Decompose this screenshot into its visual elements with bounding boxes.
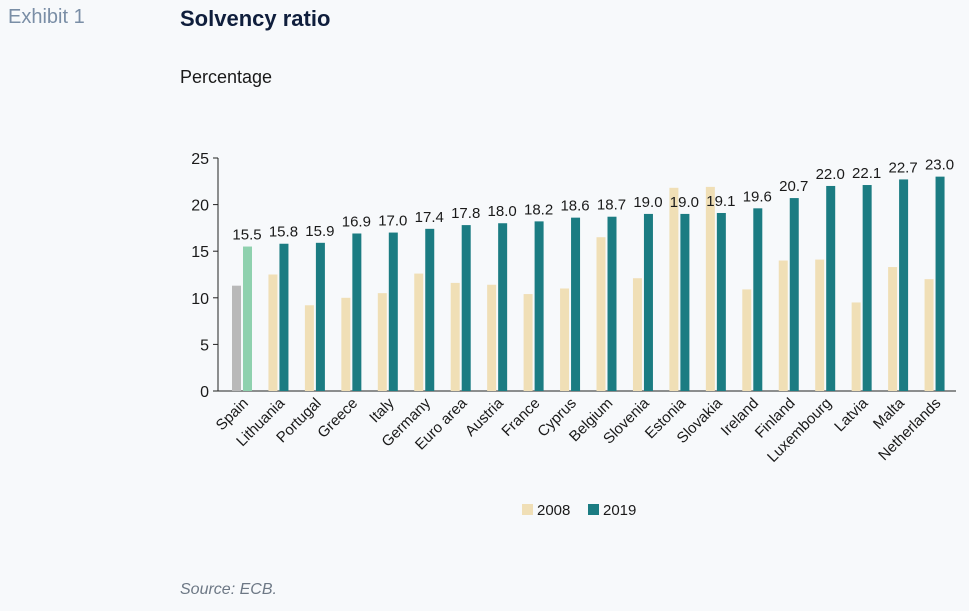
bar-2019 xyxy=(461,225,471,391)
bar-2019 xyxy=(753,208,763,391)
chart-title: Solvency ratio xyxy=(180,6,331,31)
bar-2008 xyxy=(669,187,679,391)
bar-2019 xyxy=(571,217,581,391)
legend-swatch-2019 xyxy=(588,504,599,515)
data-label-2019: 17.4 xyxy=(415,209,444,226)
bar-2019 xyxy=(826,185,836,391)
bar-2008 xyxy=(924,279,934,391)
data-label-2019: 15.8 xyxy=(269,224,298,241)
y-tick-label: 10 xyxy=(191,291,209,308)
data-label-2019: 17.0 xyxy=(378,213,407,230)
data-label-2019: 22.7 xyxy=(888,159,917,176)
data-label-2019: 15.5 xyxy=(232,227,261,244)
bar-2019 xyxy=(315,242,325,391)
bar-2019 xyxy=(279,243,289,391)
x-tick-label: Austria xyxy=(462,394,507,439)
bar-2019 xyxy=(935,176,945,391)
bar-2008 xyxy=(450,282,460,391)
source-note: Source: ECB. xyxy=(180,581,277,598)
bar-2019 xyxy=(498,223,508,391)
bar-2008 xyxy=(632,278,642,391)
data-label-2019: 18.0 xyxy=(488,203,517,220)
legend-label-2019: 2019 xyxy=(603,502,636,519)
bar-2019 xyxy=(789,198,799,391)
data-label-2019: 23.0 xyxy=(925,157,954,174)
bar-2008 xyxy=(851,302,861,391)
bar-2019 xyxy=(425,228,435,391)
bar-2008 xyxy=(742,289,752,391)
data-label-2019: 19.0 xyxy=(670,194,699,211)
data-label-2019: 17.8 xyxy=(451,205,480,222)
bar-2019 xyxy=(680,213,690,391)
bar-2008 xyxy=(778,260,788,391)
x-tick-label: Italy xyxy=(366,394,398,426)
bar-2008 xyxy=(377,293,387,391)
bar-2008 xyxy=(414,273,424,391)
bar-2019 xyxy=(243,246,252,391)
bar-2008 xyxy=(232,285,241,391)
bar-2008 xyxy=(487,284,497,391)
legend-label-2008: 2008 xyxy=(537,502,570,519)
bar-2019 xyxy=(862,185,872,391)
x-tick-label: France xyxy=(498,395,543,440)
data-label-2019: 18.7 xyxy=(597,197,626,214)
x-tick-label: Latvia xyxy=(831,394,872,435)
bar-2008 xyxy=(268,274,278,391)
data-label-2019: 16.9 xyxy=(342,213,371,230)
bar-2008 xyxy=(705,186,715,391)
bar-2019 xyxy=(534,221,544,391)
chart-subtitle: Percentage xyxy=(180,67,273,87)
y-tick-label: 25 xyxy=(191,151,209,168)
data-label-2019: 19.6 xyxy=(743,188,772,205)
data-label-2019: 19.1 xyxy=(706,193,735,210)
bar-2008 xyxy=(523,294,533,391)
bar-2008 xyxy=(815,259,825,391)
bar-2008 xyxy=(341,297,351,391)
y-tick-label: 20 xyxy=(191,198,209,215)
bar-2019 xyxy=(643,213,653,391)
bar-2019 xyxy=(899,179,909,391)
bar-2008 xyxy=(596,237,606,391)
x-tick-label: Greece xyxy=(314,395,361,442)
bar-2019 xyxy=(716,212,726,391)
data-label-2019: 18.6 xyxy=(560,198,589,215)
data-label-2019: 19.0 xyxy=(633,194,662,211)
y-tick-label: 15 xyxy=(191,244,209,261)
bar-2019 xyxy=(388,232,398,391)
data-label-2019: 18.2 xyxy=(524,201,553,218)
data-label-2019: 20.7 xyxy=(779,178,808,195)
data-label-2019: 15.9 xyxy=(305,223,334,240)
exhibit-label: Exhibit 1 xyxy=(8,6,85,28)
y-tick-label: 0 xyxy=(200,384,209,401)
bar-2008 xyxy=(304,305,314,391)
legend-swatch-2008 xyxy=(522,504,533,515)
bar-2019 xyxy=(352,233,362,391)
bar-2019 xyxy=(607,216,617,391)
bar-2008 xyxy=(888,267,898,391)
y-tick-label: 5 xyxy=(200,337,209,354)
data-label-2019: 22.1 xyxy=(852,165,881,182)
data-label-2019: 22.0 xyxy=(816,166,845,183)
bar-2008 xyxy=(560,288,570,391)
